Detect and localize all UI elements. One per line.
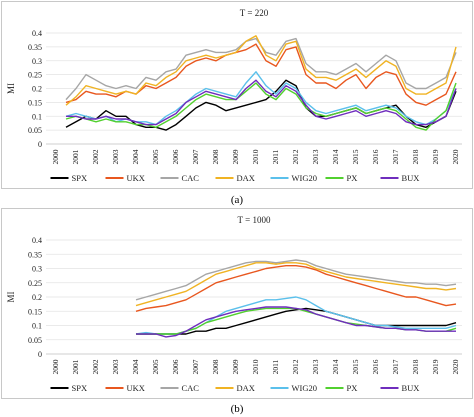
x-tick-label: 2014	[331, 359, 340, 374]
x-tick-label: 2009	[231, 149, 240, 164]
chart-title: T = 1000	[238, 215, 271, 225]
x-tick-label: 2000	[51, 359, 60, 374]
legend-label: WIG20	[292, 383, 318, 393]
legend-label: SPX	[72, 383, 88, 393]
chart-panel-b: T = 1000 0 0.05 0.1 0.15 0.2 0.25 0.3 0.35 0.4 MI 2…	[1, 208, 473, 399]
y-tick-label: 0.35	[28, 43, 42, 52]
legend-label: BUX	[402, 173, 420, 183]
y-tick-label: 0.25	[28, 279, 42, 288]
series-line-bux	[136, 306, 456, 338]
panel-label-b: (b)	[230, 403, 244, 415]
legend-label: UKX	[127, 383, 145, 393]
x-tick-label: 2007	[191, 359, 200, 374]
y-tick-label: 0	[38, 140, 42, 149]
y-tick-label: 0.1	[32, 322, 42, 331]
x-tick-label: 2008	[211, 359, 220, 374]
series-line-ukx	[135, 265, 457, 312]
x-tick-label: 2002	[91, 149, 100, 164]
x-tick-label: 2018	[411, 359, 420, 374]
x-tick-label: 2015	[351, 359, 360, 374]
legend-label: DAX	[237, 173, 255, 183]
x-tick-label: 2012	[291, 359, 300, 374]
legend-label: PX	[347, 383, 358, 393]
series-line-dax	[65, 35, 457, 106]
x-tick-label: 2011	[271, 149, 280, 164]
x-tick-label: 2010	[251, 149, 260, 164]
y-tick-label: 0.15	[28, 98, 42, 107]
x-tick-label: 2005	[151, 359, 160, 374]
x-tick-label: 2009	[231, 359, 240, 374]
y-tick-label: 0.3	[32, 265, 42, 274]
x-tick-label: 2004	[131, 359, 140, 374]
legend-label: DAX	[237, 383, 255, 393]
legend-label: CAC	[182, 173, 200, 183]
series-line-bux	[66, 79, 457, 126]
legend-label: CAC	[182, 383, 200, 393]
y-tick-label: 0.15	[28, 307, 42, 316]
y-tick-label: 0	[38, 350, 42, 359]
x-tick-label: 2001	[71, 149, 80, 164]
x-tick-label: 2020	[451, 359, 460, 374]
legend-label: WIG20	[292, 173, 318, 183]
y-axis-label: MI	[6, 291, 16, 302]
y-axis-label: MI	[6, 83, 16, 94]
x-tick-label: 2019	[431, 149, 440, 164]
legend-label: BUX	[402, 383, 420, 393]
y-tick-label: 0.35	[28, 250, 42, 259]
legend-label: SPX	[72, 173, 88, 183]
y-tick-label: 0.1	[32, 112, 42, 121]
x-tick-label: 2003	[111, 149, 120, 164]
y-tick-label: 0.25	[28, 71, 42, 80]
x-tick-label: 2017	[391, 149, 400, 164]
x-tick-label: 2006	[171, 359, 180, 374]
x-tick-label: 2016	[371, 149, 380, 164]
x-tick-label: 2004	[131, 149, 140, 164]
y-tick-label: 0.4	[32, 236, 42, 245]
series-line-spx	[136, 307, 457, 335]
y-tick-label: 0.05	[28, 126, 42, 135]
x-tick-label: 2000	[51, 149, 60, 164]
legend-label: PX	[347, 173, 358, 183]
x-tick-label: 2007	[191, 149, 200, 164]
x-tick-label: 2015	[351, 149, 360, 164]
chart-panel-a: T = 220 0 0.05 0.1 0.15 0.2 0.25 0.3 0.35 0.4 MI 20…	[1, 1, 473, 189]
x-tick-label: 2005	[151, 149, 160, 164]
x-tick-label: 2013	[311, 359, 320, 374]
x-tick-label: 2014	[331, 149, 340, 164]
series-line-cac	[135, 259, 457, 301]
x-tick-label: 2016	[371, 359, 380, 374]
x-tick-label: 2010	[251, 359, 260, 374]
series-line-dax	[135, 262, 457, 307]
chart-title: T = 220	[240, 8, 269, 18]
x-tick-label: 2012	[291, 149, 300, 164]
x-tick-label: 2019	[431, 359, 440, 374]
y-tick-label: 0.4	[32, 29, 42, 38]
x-tick-label: 2017	[391, 359, 400, 374]
x-tick-label: 2013	[311, 149, 320, 164]
x-tick-label: 2002	[91, 359, 100, 374]
x-tick-label: 2011	[271, 359, 280, 374]
y-tick-label: 0.3	[32, 57, 42, 66]
panel-label-a: (a)	[230, 194, 244, 206]
series-line-px	[65, 82, 457, 131]
y-tick-label: 0.05	[28, 336, 42, 345]
y-tick-label: 0.2	[32, 85, 42, 94]
y-tick-label: 0.2	[32, 293, 42, 302]
x-tick-label: 2006	[171, 149, 180, 164]
x-tick-label: 2008	[211, 149, 220, 164]
legend-label: UKX	[127, 173, 145, 183]
x-tick-label: 2003	[111, 359, 120, 374]
x-tick-label: 2020	[451, 149, 460, 164]
x-tick-label: 2018	[411, 149, 420, 164]
x-tick-label: 2001	[71, 359, 80, 374]
